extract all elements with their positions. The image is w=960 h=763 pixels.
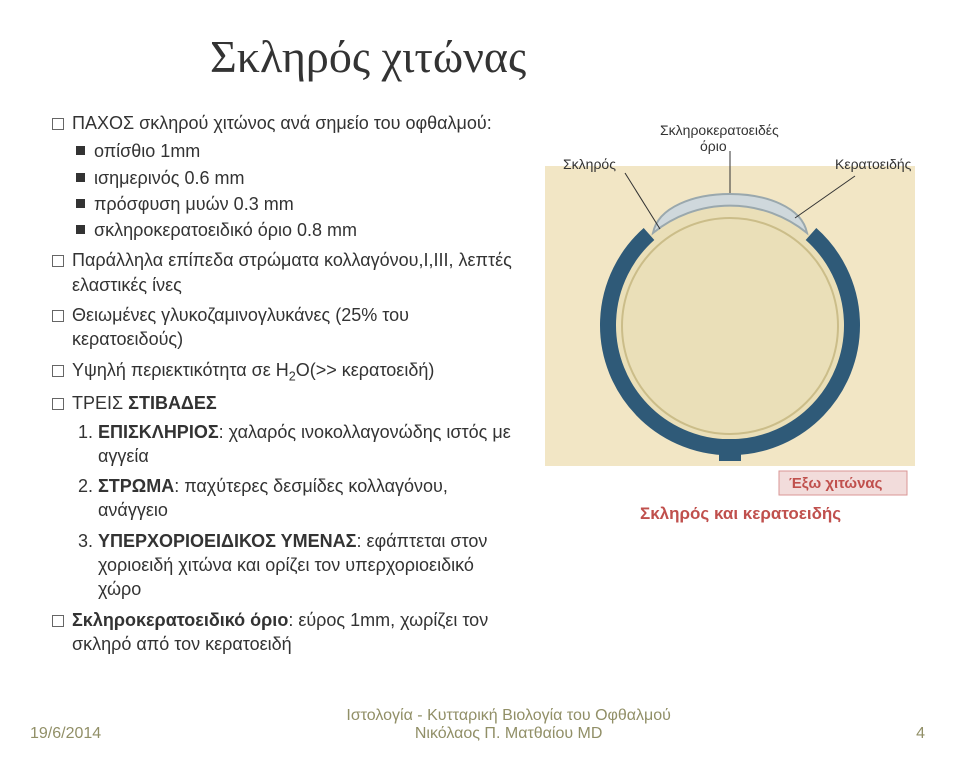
layers-ol: ΕΠΙΣΚΛΗΡΙΟΣ: χαλαρός ινοκολλαγονώδης ιστ… [72, 420, 520, 602]
footer-line2: Νικόλαος Π. Ματθαίου MD [131, 725, 886, 743]
bullet-h2o: Υψηλή περιεκτικότητα σε H2O(>> κερατοειδ… [50, 358, 520, 386]
layer-1: ΕΠΙΣΚΛΗΡΙΟΣ: χαλαρός ινοκολλαγονώδης ιστ… [98, 420, 520, 469]
footer: 19/6/2014 Ιστολογία - Κυτταρική Βιολογία… [0, 707, 960, 743]
sub-muscle: πρόσφυση μυών 0.3 mm [74, 192, 520, 216]
figure-caption: Σκληρός και κερατοειδής [640, 504, 841, 523]
layer-2: ΣΤΡΩΜΑ: παχύτερες δεσμίδες κολλαγόνου, α… [98, 474, 520, 523]
content-columns: ΠΑΧΟΣ σκληρού χιτώνος ανά σημείο του οφθ… [50, 111, 920, 662]
text-column: ΠΑΧΟΣ σκληρού χιτώνος ανά σημείο του οφθ… [50, 111, 520, 662]
caption-outer-text: Έξω χιτώνας [789, 475, 883, 492]
footer-page: 4 [916, 725, 925, 743]
t2: O(>> κερατοειδή) [296, 360, 435, 380]
eye-svg: Σκληρός Σκληροκερατοειδέςόριο Κερατοειδή… [545, 111, 915, 541]
n: ΕΠΙΣΚΛΗΡΙΟΣ [98, 422, 219, 442]
n: ΥΠΕΡΧΟΡΙΟΕΙΔΙΚΟΣ ΥΜΕΝΑΣ [98, 531, 356, 551]
slide-title: Σκληρός χιτώνας [210, 30, 920, 83]
footer-date: 19/6/2014 [30, 725, 101, 743]
label-limbus-1: Σκληροκερατοειδέςόριο [660, 122, 779, 154]
bullet-gag: Θειωμένες γλυκοζαμινογλυκάνες (25% του κ… [50, 303, 520, 352]
t-bold: ΣΤΙΒΑΔΕΣ [128, 393, 217, 413]
sub-equator: ισημερινός 0.6 mm [74, 166, 520, 190]
n: Σκληροκερατοειδικό όριο [72, 610, 288, 630]
figure-column: Σκληρός Σκληροκερατοειδέςόριο Κερατοειδή… [540, 111, 920, 541]
t1: ΤΡΕΙΣ [72, 393, 128, 413]
slide: Σκληρός χιτώνας ΠΑΧΟΣ σκληρού χιτώνος αν… [0, 0, 960, 763]
bullet-collagen: Παράλληλα επίπεδα στρώματα κολλαγόνου,Ι,… [50, 248, 520, 297]
footer-line1: Ιστολογία - Κυτταρική Βιολογία του Οφθαλ… [131, 707, 886, 725]
footer-center: Ιστολογία - Κυτταρική Βιολογία του Οφθαλ… [131, 707, 886, 743]
bullet-thickness: ΠΑΧΟΣ σκληρού χιτώνος ανά σημείο του οφθ… [50, 111, 520, 242]
optic-nerve [719, 439, 741, 461]
h2o-sub: 2 [289, 369, 296, 383]
sublist-thickness: οπίσθιο 1mm ισημερινός 0.6 mm πρόσφυση μ… [74, 139, 520, 242]
text: ΠΑΧΟΣ σκληρού χιτώνος ανά σημείο του οφθ… [72, 113, 492, 133]
n: ΣΤΡΩΜΑ [98, 476, 174, 496]
eye-diagram: Σκληρός Σκληροκερατοειδέςόριο Κερατοειδή… [545, 111, 915, 541]
sub-posterior: οπίσθιο 1mm [74, 139, 520, 163]
bullet-layers: ΤΡΕΙΣ ΣΤΙΒΑΔΕΣ ΕΠΙΣΚΛΗΡΙΟΣ: χαλαρός ινοκ… [50, 391, 520, 601]
layer-3: ΥΠΕΡΧΟΡΙΟΕΙΔΙΚΟΣ ΥΜΕΝΑΣ: εφάπτεται στον … [98, 529, 520, 602]
caption-outer-box: Έξω χιτώνας [779, 471, 907, 495]
eyeball [608, 194, 852, 461]
bullet-limbus-def: Σκληροκερατοειδικό όριο: εύρος 1mm, χωρί… [50, 608, 520, 657]
bullet-list: ΠΑΧΟΣ σκληρού χιτώνος ανά σημείο του οφθ… [50, 111, 520, 656]
label-sclera: Σκληρός [563, 156, 616, 172]
label-cornea: Κερατοειδής [835, 156, 912, 172]
sub-limbus: σκληροκερατοειδικό όριο 0.8 mm [74, 218, 520, 242]
t1: Υψηλή περιεκτικότητα σε H [72, 360, 289, 380]
